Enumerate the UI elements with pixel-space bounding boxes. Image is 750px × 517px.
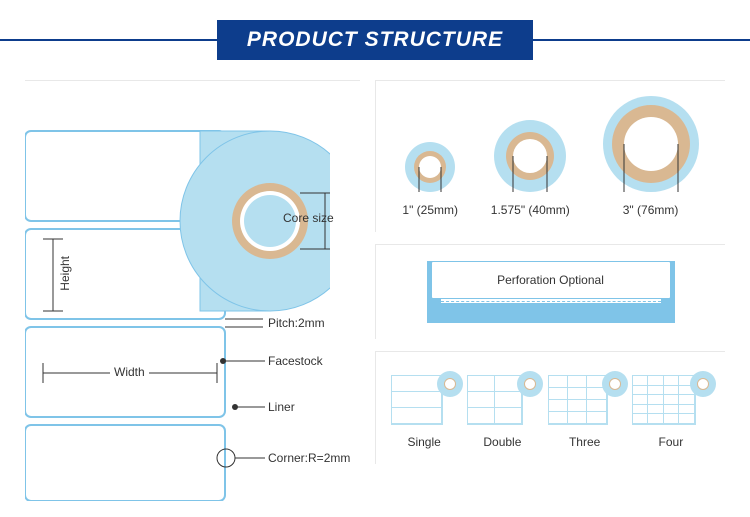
perforation-graphic: Perforation Optional [431,261,671,323]
anno-facestock: Facestock [268,354,323,368]
anno-pitch: Pitch:2mm [268,316,325,330]
column-layout-item: Single [391,367,457,449]
core-icon [494,120,566,192]
mini-roll-icon [632,367,710,429]
core-size-item: 3" (76mm) [603,96,699,217]
header: PRODUCT STRUCTURE [0,0,750,60]
column-layout-label: Single [391,435,457,449]
column-layout-label: Three [548,435,622,449]
mini-core-icon [437,371,463,397]
header-rule-right [533,39,750,41]
perf-bottom [431,303,671,323]
mini-roll-icon [391,367,457,429]
mini-core-icon [690,371,716,397]
main-diagram-panel: Core size Height Pitch:2mm Facestock Wid… [25,80,360,500]
core-size-item: 1.575" (40mm) [491,120,570,217]
core-size-label: 1" (25mm) [402,203,458,217]
mini-core-icon [517,371,543,397]
header-rule-left [0,39,217,41]
core-size-item: 1" (25mm) [402,142,458,217]
column-layout-item: Double [467,367,537,449]
column-layouts-panel: Single Double Three Four [375,351,725,464]
column-layout-item: Three [548,367,622,449]
roll-svg [25,111,330,501]
anno-core-size: Core size [283,211,334,225]
anno-corner: Corner:R=2mm [268,451,350,465]
core-icon [405,142,455,192]
mini-roll-icon [548,367,622,429]
column-layout-item: Four [632,367,710,449]
header-title: PRODUCT STRUCTURE [217,20,533,60]
perforation-panel: Perforation Optional [375,244,725,339]
column-layout-label: Four [632,435,710,449]
perf-dashed-line [441,301,661,302]
anno-width: Width [110,365,149,379]
mini-core-icon [602,371,628,397]
core-sizes-panel: 1" (25mm) 1.575" (40mm) 3" (76mm) [375,80,725,232]
column-layout-label: Double [467,435,537,449]
core-size-label: 3" (76mm) [603,203,699,217]
perforation-label: Perforation Optional [431,261,671,299]
mini-roll-icon [467,367,537,429]
anno-liner: Liner [268,400,295,414]
core-icon [603,96,699,192]
anno-height: Height [58,256,72,291]
core-size-label: 1.575" (40mm) [491,203,570,217]
label-roll-diagram: Core size Height Pitch:2mm Facestock Wid… [25,111,330,501]
